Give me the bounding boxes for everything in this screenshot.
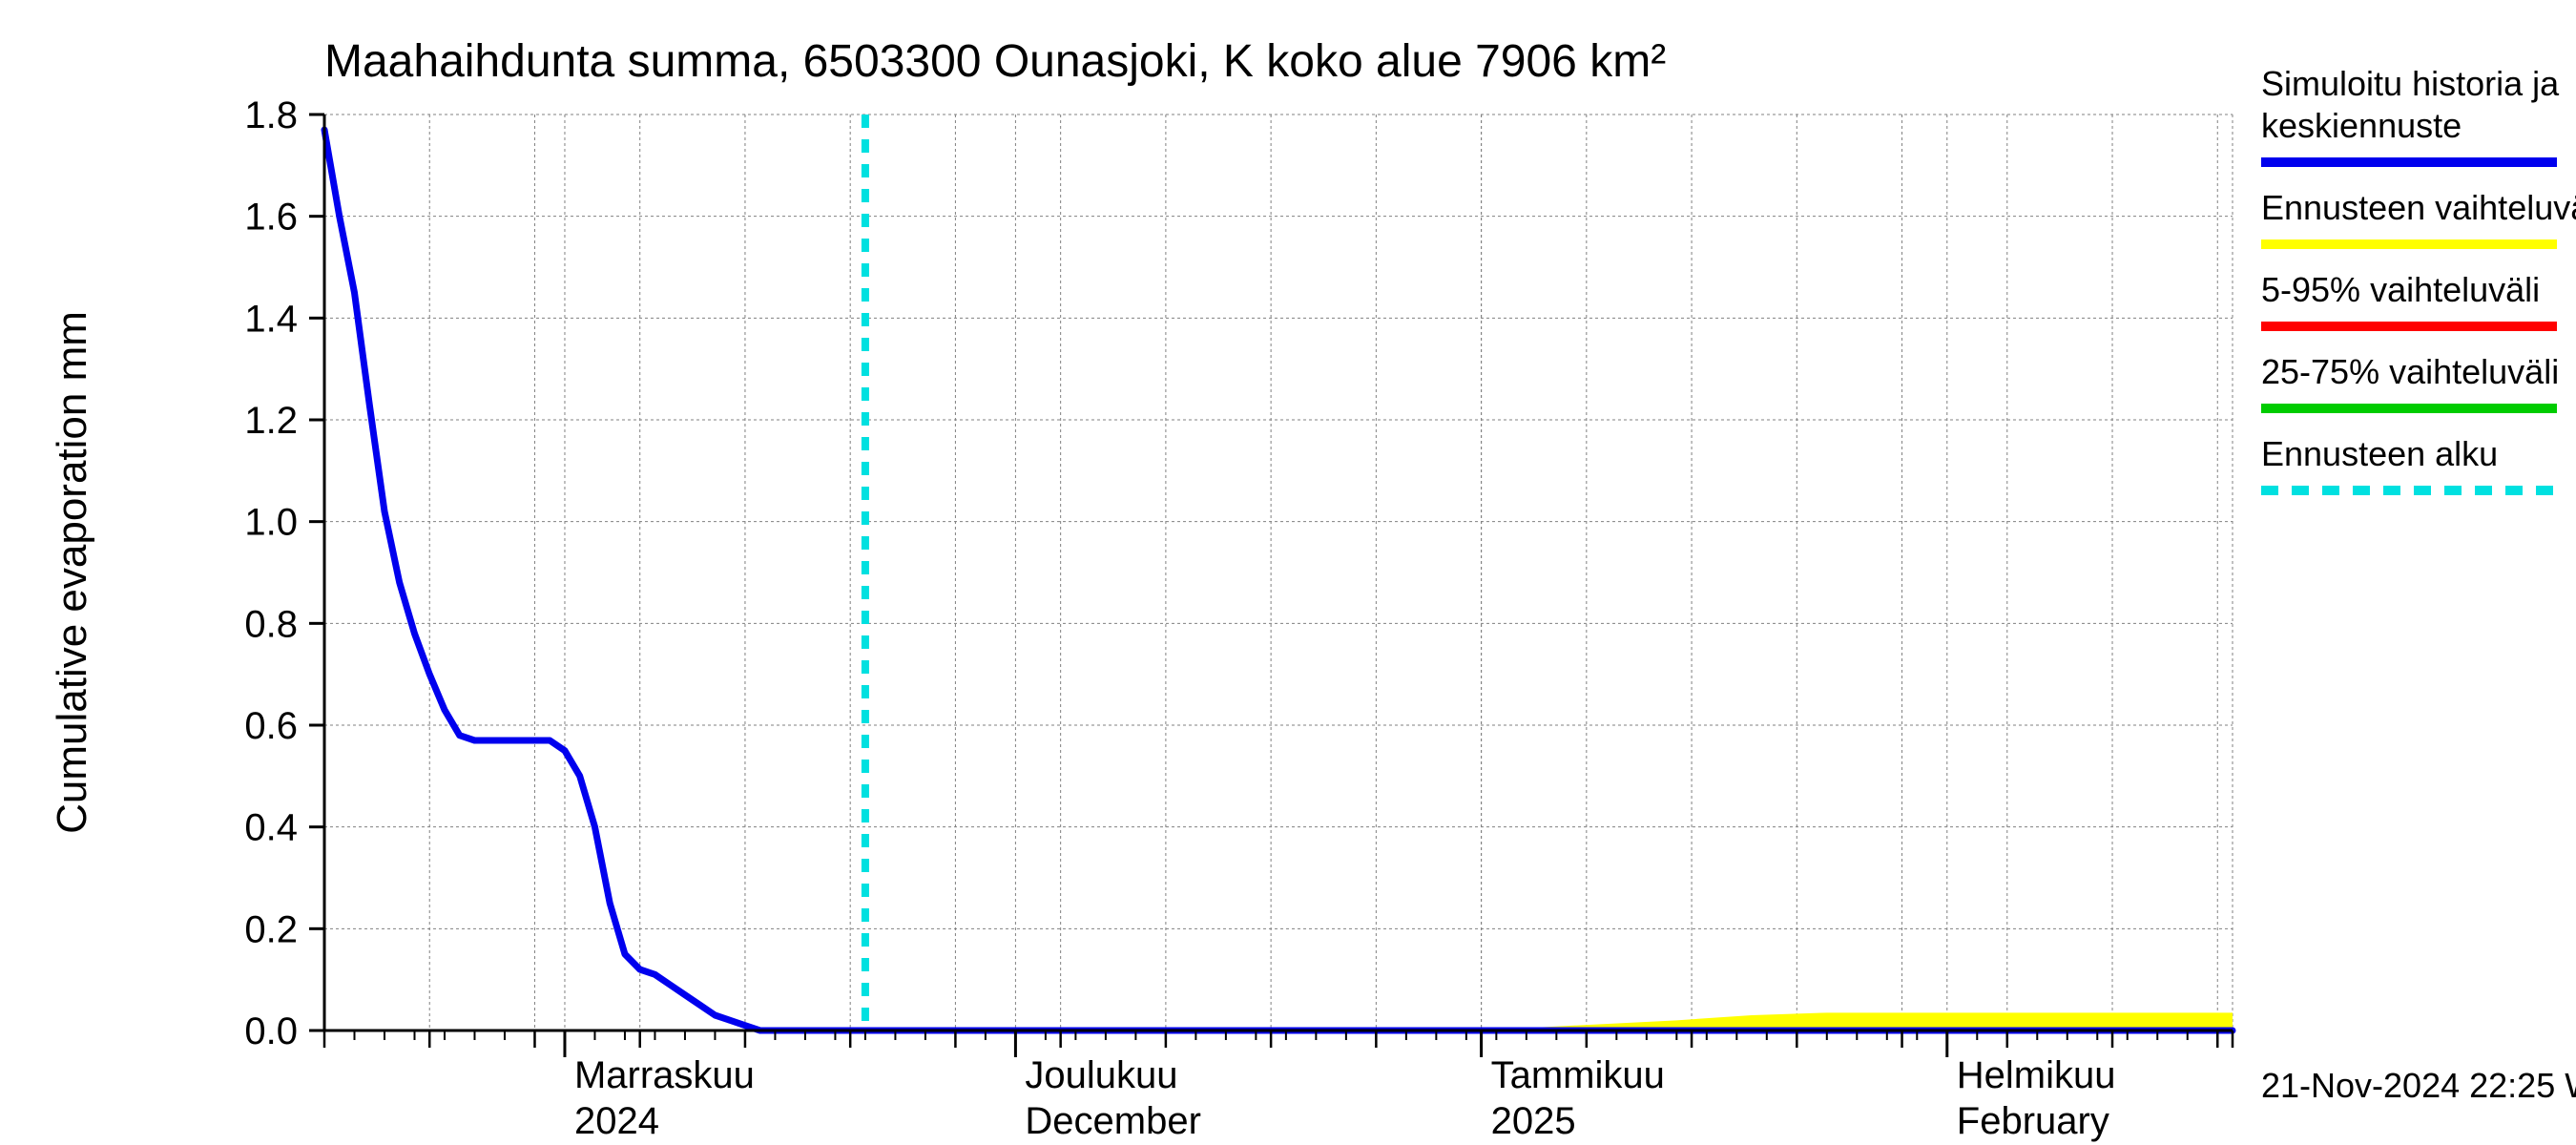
svg-text:December: December	[1025, 1100, 1201, 1142]
svg-text:2025: 2025	[1491, 1100, 1576, 1142]
svg-text:0.0: 0.0	[244, 1010, 298, 1052]
svg-text:Marraskuu: Marraskuu	[574, 1054, 755, 1096]
svg-text:1.4: 1.4	[244, 298, 298, 340]
svg-text:0.8: 0.8	[244, 603, 298, 645]
svg-text:Ennusteen alku: Ennusteen alku	[2261, 434, 2498, 473]
evaporation-chart: 0.00.20.40.60.81.01.21.41.61.8Marraskuu2…	[0, 0, 2576, 1145]
svg-text:21-Nov-2024 22:25 WSFS-O: 21-Nov-2024 22:25 WSFS-O	[2261, 1066, 2576, 1105]
svg-text:Maahaihdunta summa, 6503300 Ou: Maahaihdunta summa, 6503300 Ounasjoki, K…	[324, 36, 1666, 87]
svg-text:25-75% vaihteluväli: 25-75% vaihteluväli	[2261, 352, 2559, 391]
svg-text:2024: 2024	[574, 1100, 659, 1142]
svg-text:1.0: 1.0	[244, 502, 298, 544]
svg-text:1.8: 1.8	[244, 94, 298, 136]
svg-text:Joulukuu: Joulukuu	[1025, 1054, 1177, 1096]
svg-text:Cumulative evaporation mm: Cumulative evaporation mm	[49, 311, 95, 834]
svg-text:0.4: 0.4	[244, 807, 298, 849]
svg-text:1.2: 1.2	[244, 400, 298, 442]
svg-text:Simuloitu historia ja: Simuloitu historia ja	[2261, 64, 2560, 103]
svg-text:0.2: 0.2	[244, 908, 298, 950]
svg-text:Helmikuu: Helmikuu	[1957, 1054, 2116, 1096]
svg-text:5-95% vaihteluväli: 5-95% vaihteluväli	[2261, 270, 2540, 309]
svg-text:February: February	[1957, 1100, 2109, 1142]
svg-text:0.6: 0.6	[244, 705, 298, 747]
svg-text:Ennusteen vaihteluväli: Ennusteen vaihteluväli	[2261, 188, 2576, 227]
svg-text:keskiennuste: keskiennuste	[2261, 106, 2462, 145]
svg-text:1.6: 1.6	[244, 197, 298, 239]
svg-text:Tammikuu: Tammikuu	[1491, 1054, 1665, 1096]
